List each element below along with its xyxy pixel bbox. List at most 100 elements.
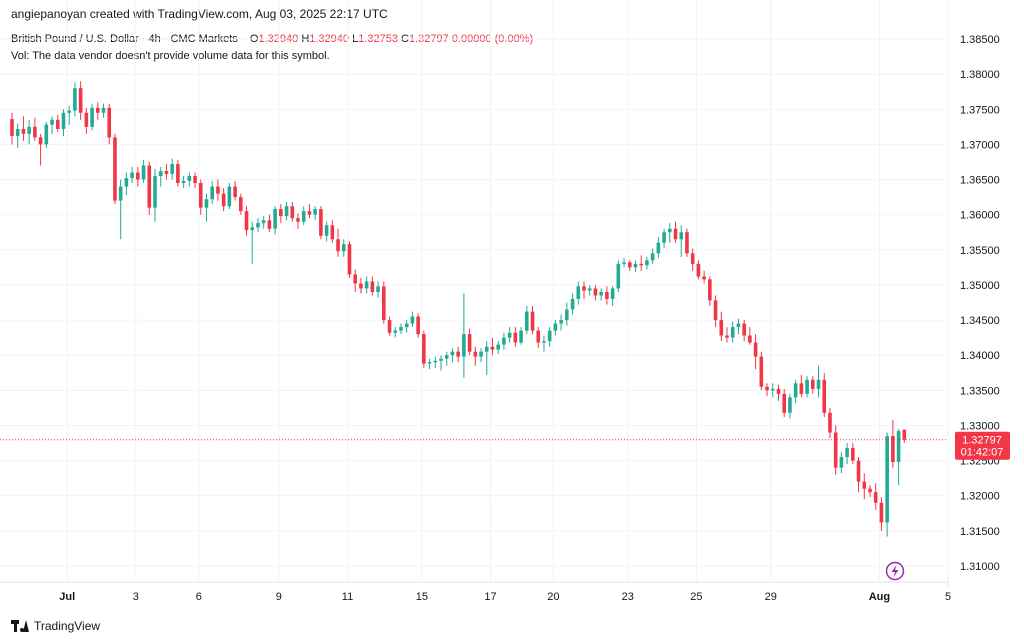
candle-body (78, 88, 83, 113)
candle-body (862, 481, 867, 489)
candle-body (519, 330, 523, 343)
candle-body (21, 128, 26, 134)
candle-body (50, 119, 54, 125)
candle-body (341, 244, 346, 252)
price-tick-label: 1.37000 (960, 139, 1000, 151)
candle (770, 383, 775, 398)
candle (393, 327, 398, 338)
candle (507, 327, 512, 343)
time-axis[interactable]: Jul 3 6 9 11 15 17 20 23 25 29 Aug 5 (59, 591, 951, 603)
candle-body (267, 220, 272, 229)
brand-footer[interactable]: TradingView (11, 619, 100, 633)
candle-body (296, 218, 300, 222)
candle (776, 384, 781, 401)
candle-body (382, 286, 386, 321)
candle (387, 316, 392, 336)
candle (616, 260, 621, 292)
price-axis[interactable]: 1.38500 1.38000 1.37500 1.37000 1.36500 1.360… (960, 34, 1000, 573)
candle (902, 429, 907, 443)
candle-body (216, 186, 220, 194)
price-tick-label: 1.31000 (960, 561, 1000, 573)
candle-body (673, 228, 678, 240)
candle-body (416, 316, 420, 335)
candle (359, 277, 363, 294)
candle-body (439, 358, 443, 361)
candle-body (113, 137, 117, 201)
candle (204, 193, 209, 222)
candle-body (10, 119, 14, 136)
candle-body (639, 263, 643, 266)
candle (490, 337, 495, 356)
candle (456, 346, 460, 363)
candle-body (284, 206, 289, 217)
price-tick-label: 1.34000 (960, 350, 1000, 362)
candle (261, 216, 266, 229)
candle-body (547, 330, 552, 342)
candle-body (130, 172, 134, 179)
candle (782, 388, 786, 418)
candle (44, 121, 49, 148)
candle (216, 179, 220, 201)
candle-body (324, 225, 329, 236)
candle-body (782, 393, 786, 413)
candle-body (868, 488, 872, 493)
candle (525, 306, 529, 335)
candle-body (422, 334, 426, 364)
candle (662, 228, 666, 249)
candle (513, 327, 518, 347)
candle-body (828, 412, 832, 433)
candle-body (193, 176, 197, 184)
candle (856, 457, 861, 493)
candle (816, 365, 821, 398)
flash-icon-ring (885, 561, 905, 581)
candle (84, 107, 89, 134)
candle-body (181, 180, 186, 184)
candle-body (770, 388, 775, 391)
candle-body (279, 209, 283, 217)
time-tick-label: 23 (622, 591, 634, 603)
candle-body (553, 323, 558, 331)
candle (153, 168, 157, 222)
candle (50, 116, 54, 134)
candle-body (233, 186, 237, 198)
candle-body (404, 323, 409, 328)
candle-body (33, 126, 37, 138)
candle (353, 269, 357, 292)
candle (55, 114, 60, 132)
candle-body (307, 211, 312, 215)
candle (239, 193, 243, 215)
candle-body (776, 388, 781, 394)
time-tick-label: 5 (945, 591, 951, 603)
candles-series (10, 81, 907, 537)
candle (473, 346, 478, 366)
flash-icon[interactable] (885, 561, 905, 581)
candle (422, 330, 426, 368)
bar-countdown: 01:42:07 (961, 447, 1004, 459)
candle-body (336, 239, 340, 252)
candle (484, 341, 489, 375)
candle (713, 295, 718, 328)
candle-body (576, 286, 581, 299)
candle (301, 206, 306, 226)
candle-body (885, 436, 889, 523)
candle-body (513, 332, 518, 343)
candle (256, 218, 260, 233)
candle (570, 293, 575, 315)
candle-body (587, 288, 592, 291)
candle-body (627, 262, 632, 268)
candle (107, 103, 112, 145)
candle-body (484, 346, 489, 352)
candle-body (227, 186, 232, 207)
candle-body (856, 460, 861, 482)
candle-body (164, 171, 169, 174)
flash-icon-bolt (891, 565, 899, 577)
candle (891, 419, 895, 468)
candle-body (839, 457, 844, 468)
candle-body (742, 323, 746, 336)
candle (319, 206, 323, 240)
candle (21, 116, 26, 141)
candle (668, 223, 672, 243)
candle-body (690, 253, 695, 264)
candle (793, 379, 798, 403)
